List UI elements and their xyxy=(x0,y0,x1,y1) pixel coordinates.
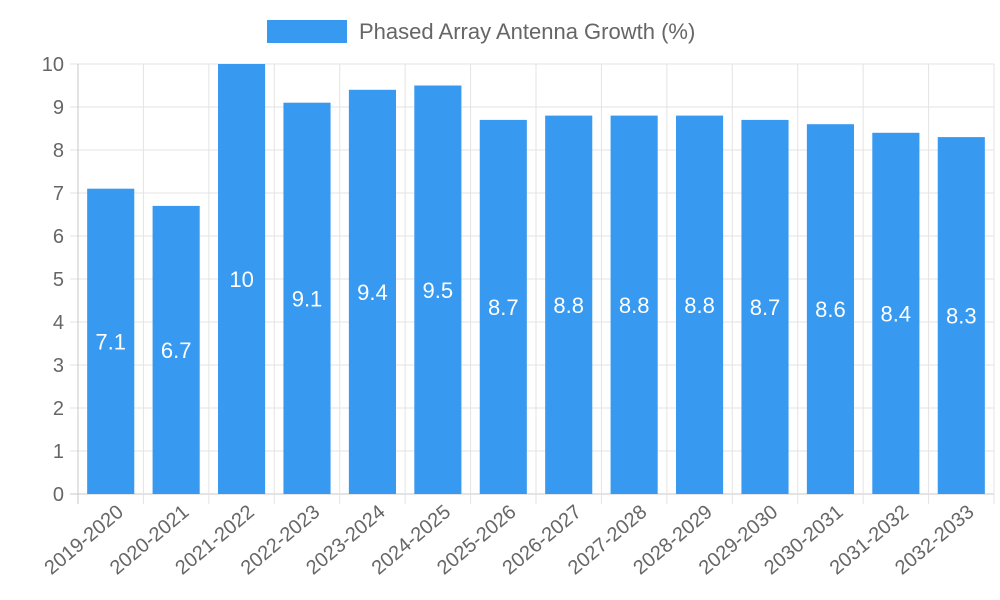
data-label: 8.8 xyxy=(619,293,650,318)
bar[interactable] xyxy=(87,188,135,494)
data-label: 8.3 xyxy=(946,304,977,329)
bar[interactable] xyxy=(479,119,527,495)
data-label: 8.7 xyxy=(750,295,781,320)
y-tick-label: 7 xyxy=(53,183,64,205)
y-tick-label: 8 xyxy=(53,140,64,162)
data-label: 10 xyxy=(229,267,253,292)
bar[interactable] xyxy=(806,124,854,494)
bar[interactable] xyxy=(872,132,920,495)
bar[interactable] xyxy=(741,119,789,495)
bar[interactable] xyxy=(414,85,462,495)
y-tick-label: 9 xyxy=(53,97,64,119)
bars: 7.1 6.7 10 9.1 9.4 9.5 8.7 8.8 8.8 8.8 8.7 8.6 8.4 8.… xyxy=(87,64,985,495)
bar[interactable] xyxy=(152,205,200,494)
y-tick-label: 5 xyxy=(53,269,64,291)
data-label: 7.1 xyxy=(95,329,126,354)
y-tick-label: 0 xyxy=(53,484,64,506)
bar[interactable] xyxy=(676,115,724,494)
bar[interactable] xyxy=(218,64,266,494)
bar[interactable] xyxy=(283,102,331,494)
data-label: 6.7 xyxy=(161,338,192,363)
bar[interactable] xyxy=(610,115,658,494)
legend-label[interactable]: Phased Array Antenna Growth (%) xyxy=(359,19,695,44)
legend[interactable]: Phased Array Antenna Growth (%) xyxy=(267,19,695,44)
data-label: 8.4 xyxy=(881,301,912,326)
data-label: 8.6 xyxy=(815,297,846,322)
data-label: 8.8 xyxy=(684,293,715,318)
data-label: 8.7 xyxy=(488,295,519,320)
legend-swatch[interactable] xyxy=(267,20,347,43)
grid xyxy=(70,63,995,504)
data-label: 9.5 xyxy=(423,278,454,303)
bar[interactable] xyxy=(937,137,985,494)
y-tick-label: 10 xyxy=(42,54,64,76)
bar[interactable] xyxy=(545,115,593,494)
y-tick-label: 3 xyxy=(53,355,64,377)
y-tick-label: 1 xyxy=(53,441,64,463)
y-tick-label: 4 xyxy=(53,312,64,334)
y-tick-label: 2 xyxy=(53,398,64,420)
y-tick-label: 6 xyxy=(53,226,64,248)
data-label: 9.1 xyxy=(292,286,323,311)
data-label: 8.8 xyxy=(553,293,584,318)
data-label: 9.4 xyxy=(357,280,388,305)
bar[interactable] xyxy=(348,89,396,495)
